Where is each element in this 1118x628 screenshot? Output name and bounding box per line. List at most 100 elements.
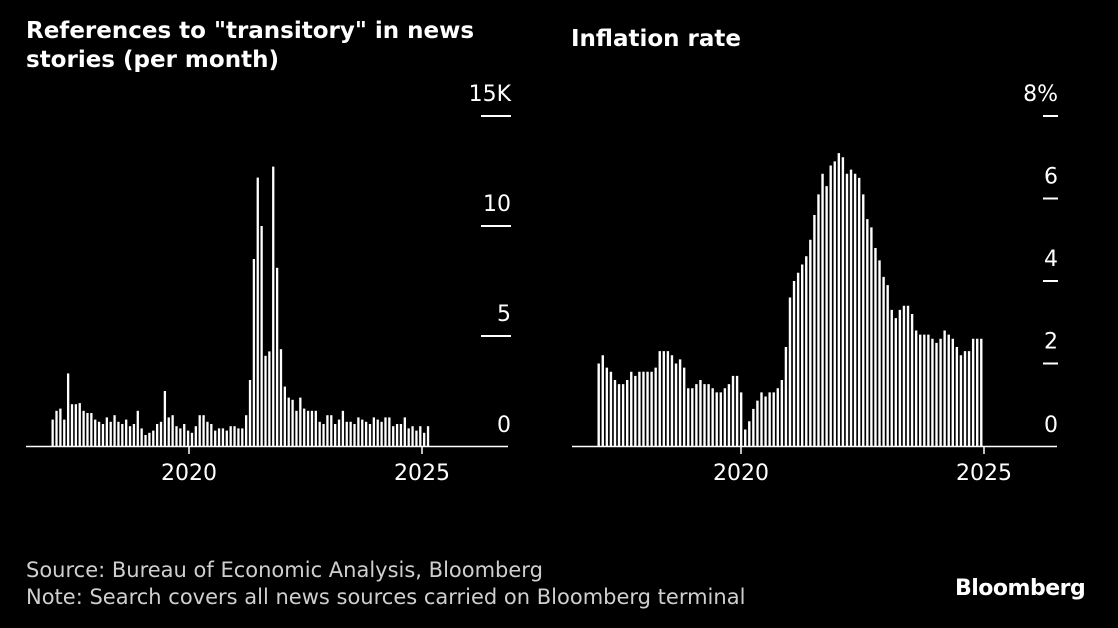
x-tick-label: 2020 bbox=[161, 461, 217, 486]
y-tick-label: 6 bbox=[1044, 165, 1058, 190]
bar bbox=[384, 417, 387, 446]
bar bbox=[666, 351, 670, 447]
bar bbox=[159, 421, 163, 446]
bar bbox=[214, 430, 217, 446]
bar bbox=[735, 375, 739, 447]
bar bbox=[687, 388, 690, 446]
bar bbox=[914, 330, 918, 446]
bar bbox=[703, 384, 706, 447]
transitory-references-chart: 0 5 10 15K 2020 2025 bbox=[26, 82, 512, 486]
bar bbox=[63, 419, 66, 446]
bar bbox=[927, 334, 930, 447]
bar bbox=[670, 355, 674, 446]
bar bbox=[78, 403, 81, 446]
y-tick-label: 5 bbox=[497, 302, 511, 327]
bar bbox=[943, 330, 946, 446]
bar bbox=[74, 404, 78, 446]
y-tick-label: 4 bbox=[1044, 247, 1058, 272]
bar bbox=[225, 430, 228, 446]
bar bbox=[841, 157, 845, 446]
y-tick-label: 0 bbox=[497, 413, 511, 438]
bar bbox=[210, 424, 213, 446]
bar bbox=[155, 424, 159, 446]
bar bbox=[817, 194, 820, 446]
bar bbox=[853, 173, 857, 446]
bar bbox=[105, 417, 108, 446]
bar bbox=[86, 413, 89, 446]
bar bbox=[330, 415, 333, 446]
bar bbox=[353, 424, 356, 446]
inflation-rate-chart: 0 2 4 6 8% 2020 2025 bbox=[572, 82, 1058, 486]
bar bbox=[299, 397, 302, 446]
bar bbox=[792, 281, 796, 446]
bar bbox=[326, 415, 329, 446]
bar bbox=[674, 363, 678, 446]
bar bbox=[268, 351, 271, 446]
bar bbox=[898, 309, 902, 447]
y-tick-label: 8% bbox=[1023, 82, 1058, 107]
bar bbox=[303, 408, 306, 446]
bar bbox=[605, 367, 609, 447]
bar bbox=[82, 410, 85, 446]
bar bbox=[597, 363, 600, 446]
bar bbox=[248, 380, 252, 446]
bar bbox=[625, 380, 629, 446]
bar bbox=[874, 248, 877, 446]
bar bbox=[776, 388, 779, 446]
bar bbox=[186, 430, 190, 446]
bar bbox=[829, 165, 832, 446]
bar bbox=[171, 415, 174, 446]
bar bbox=[723, 388, 727, 446]
bar bbox=[886, 285, 889, 447]
bar bbox=[175, 426, 178, 446]
bar bbox=[931, 338, 934, 446]
bar bbox=[423, 432, 426, 446]
bar bbox=[638, 371, 641, 446]
bar bbox=[813, 215, 816, 446]
bar bbox=[951, 338, 954, 446]
bar bbox=[947, 334, 950, 447]
bar bbox=[866, 219, 869, 447]
bar bbox=[919, 334, 922, 447]
bar bbox=[306, 410, 310, 446]
bar bbox=[752, 408, 755, 447]
bar bbox=[910, 314, 914, 446]
bar bbox=[939, 338, 942, 446]
bar bbox=[117, 421, 120, 446]
bar bbox=[788, 297, 792, 446]
bar bbox=[357, 417, 360, 446]
bar bbox=[411, 426, 414, 446]
bar bbox=[955, 347, 959, 446]
bar bbox=[650, 371, 653, 446]
bar bbox=[801, 264, 804, 446]
bar bbox=[419, 426, 422, 446]
bar bbox=[805, 256, 808, 446]
bar bbox=[372, 417, 376, 446]
bar bbox=[221, 428, 225, 446]
bar bbox=[283, 386, 286, 446]
bar bbox=[756, 400, 759, 447]
bar bbox=[136, 410, 139, 446]
bar bbox=[260, 226, 263, 446]
bar bbox=[833, 161, 836, 447]
bar bbox=[976, 338, 979, 446]
bar bbox=[272, 166, 275, 446]
bar bbox=[821, 173, 824, 446]
bar bbox=[364, 421, 368, 446]
bar bbox=[609, 371, 613, 446]
bar bbox=[678, 359, 682, 447]
bar bbox=[772, 392, 775, 447]
bar bbox=[94, 419, 97, 446]
bar bbox=[731, 375, 735, 447]
bar bbox=[167, 417, 170, 446]
bar bbox=[711, 388, 714, 446]
bar bbox=[691, 388, 694, 446]
bar bbox=[699, 380, 702, 446]
bar bbox=[140, 428, 143, 446]
bar bbox=[894, 318, 898, 447]
bar bbox=[291, 399, 294, 446]
bar bbox=[857, 177, 861, 447]
bar bbox=[407, 428, 410, 446]
bar bbox=[66, 373, 70, 446]
bloomberg-logo: Bloomberg bbox=[955, 576, 1086, 601]
